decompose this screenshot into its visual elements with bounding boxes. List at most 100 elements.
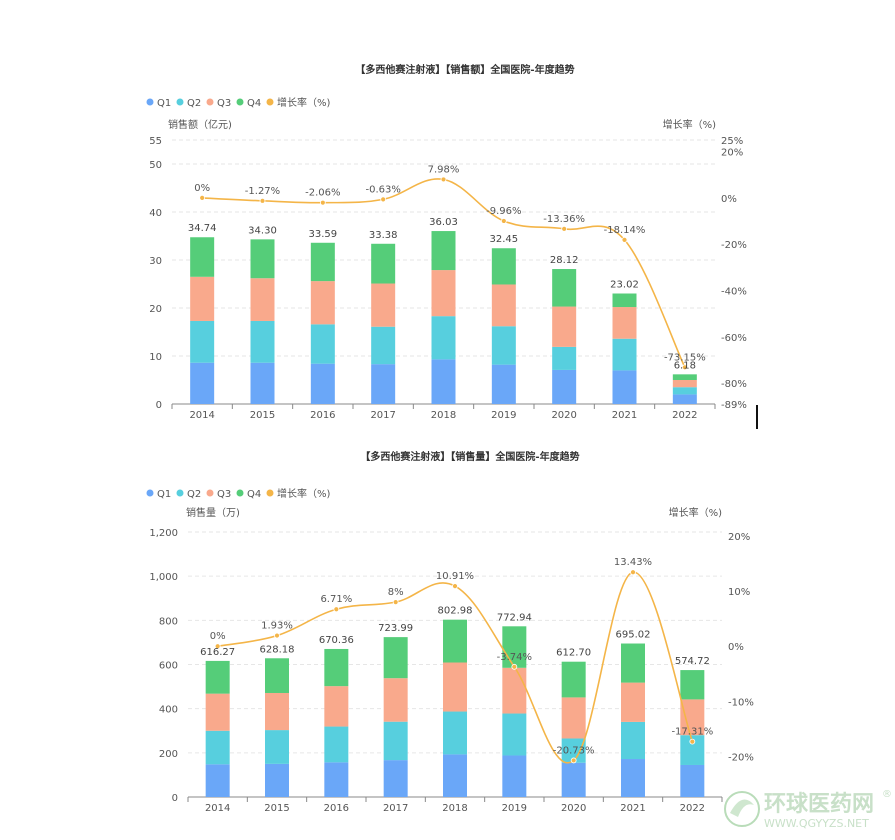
legend-label-1: Q1 <box>157 489 171 500</box>
bar-q4 <box>443 619 467 663</box>
y2-tick-label: -20% <box>721 240 747 251</box>
bar-q2 <box>431 316 456 360</box>
bar-q1 <box>310 363 335 404</box>
y2-tick-label: 20% <box>721 148 743 159</box>
growth-point <box>380 196 387 203</box>
bar-total-label: 612.70 <box>556 648 591 659</box>
legend-label-4: Q4 <box>247 489 261 500</box>
bar-q3 <box>250 278 275 321</box>
legend-label-3: Q3 <box>217 98 231 109</box>
growth-point <box>440 176 447 183</box>
growth-label: -13.36% <box>543 214 585 225</box>
bar-q1 <box>383 760 408 797</box>
legend-marker-2 <box>176 98 184 106</box>
growth-point <box>392 599 399 606</box>
x-tick-label: 2020 <box>551 410 576 421</box>
growth-point <box>333 606 340 613</box>
watermark-name: 环球医药网 <box>764 792 874 817</box>
growth-label: 0% <box>194 183 210 194</box>
bar-q1 <box>431 359 456 404</box>
legend-label-5: 增长率（%) <box>277 96 331 109</box>
bar-q3 <box>383 678 408 722</box>
y-tick-label: 800 <box>159 616 178 627</box>
bar-q3 <box>324 686 349 727</box>
bar-q4 <box>561 661 586 698</box>
watermark-registered: ® <box>882 789 892 800</box>
growth-point <box>500 218 507 224</box>
x-tick-label: 2014 <box>205 803 230 814</box>
bar-q4 <box>502 626 527 668</box>
y2-axis-title: 增长率（%) <box>669 506 723 519</box>
y2-tick-label: -40% <box>721 287 747 298</box>
y-tick-label: 1,000 <box>149 572 178 583</box>
legend-marker-3 <box>206 489 214 497</box>
growth-point <box>630 569 636 576</box>
sales-volume-chart: 【多西他赛注射液】【销售量】全国医院-年度趋势 Q1 Q2 Q3 Q4 增长率（%) 销售量… <box>146 450 754 814</box>
bar-q3 <box>190 276 215 321</box>
bar-q1 <box>561 762 586 797</box>
text-cursor <box>756 405 758 429</box>
y2-tick-label: -80% <box>721 379 747 390</box>
legend-marker-5 <box>266 489 274 497</box>
y-tick-label: 20 <box>149 304 162 315</box>
x-tick-label: 2016 <box>324 803 349 814</box>
y2-tick-label: -20% <box>728 752 754 763</box>
x-tick-label: 2021 <box>620 803 645 814</box>
bar-total-label: 33.38 <box>369 230 398 241</box>
bar-total-label: 36.03 <box>429 217 458 228</box>
legend-marker-5 <box>266 98 274 106</box>
legend-label-2: Q2 <box>187 489 201 500</box>
growth-label: -17.31% <box>671 727 713 738</box>
bar-q3 <box>672 380 697 388</box>
bar-q1 <box>443 754 467 797</box>
bar-total-label: 28.12 <box>550 255 579 266</box>
legend-marker-1 <box>146 98 154 106</box>
bar-q4 <box>612 293 637 308</box>
bar-total-label: 34.30 <box>248 225 277 236</box>
globe-leaf-icon <box>730 799 754 817</box>
bar-q4 <box>680 670 705 700</box>
growth-label: -2.06% <box>305 188 340 199</box>
bar-q4 <box>672 374 697 380</box>
bar-total-label: 723.99 <box>378 623 413 634</box>
bar-q1 <box>371 364 396 404</box>
x-tick-label: 2017 <box>370 410 395 421</box>
y2-tick-label: 0% <box>721 194 737 205</box>
growth-label: 10.91% <box>436 571 474 582</box>
legend-label-4: Q4 <box>247 98 261 109</box>
watermark-logo: 环球医药网 ® WWW.QGYYZS.NET <box>724 789 892 830</box>
growth-point <box>199 194 206 201</box>
x-tick-label: 2018 <box>431 410 456 421</box>
x-tick-label: 2019 <box>502 803 527 814</box>
y-tick-label: 400 <box>159 705 178 716</box>
x-tick-label: 2019 <box>491 410 516 421</box>
bar-q1 <box>190 362 215 404</box>
y-tick-label: 1,200 <box>149 528 178 539</box>
bar-q4 <box>190 237 215 277</box>
growth-point <box>452 583 458 589</box>
bar-q2 <box>310 324 335 364</box>
bar-q3 <box>265 692 289 731</box>
bar-q2 <box>371 326 396 365</box>
y-tick-label: 0 <box>172 793 178 804</box>
x-tick-label: 2016 <box>310 410 335 421</box>
growth-point <box>621 237 628 243</box>
sales-amount-chart: 【多西他赛注射液】【销售额】全国医院-年度趋势 Q1 Q2 Q3 Q4 增长率（%) 销售额… <box>146 63 747 421</box>
bar-q4 <box>324 648 349 687</box>
y-tick-label: 40 <box>149 208 162 219</box>
y-tick-label: 10 <box>149 352 162 363</box>
bar-q4 <box>552 269 577 307</box>
growth-label: 8% <box>388 587 404 598</box>
growth-point <box>689 738 696 745</box>
bar-q4 <box>621 643 645 683</box>
growth-point <box>681 364 688 371</box>
growth-label: 13.43% <box>614 557 652 568</box>
bar-q4 <box>310 242 335 282</box>
x-tick-label: 2021 <box>612 410 637 421</box>
bar-q3 <box>491 284 516 327</box>
growth-label: -3.74% <box>497 652 532 663</box>
bar-q3 <box>621 682 645 722</box>
y-axis-title: 销售额（亿元) <box>168 118 232 131</box>
bar-total-label: 772.94 <box>497 612 532 623</box>
bar-q2 <box>502 713 527 756</box>
